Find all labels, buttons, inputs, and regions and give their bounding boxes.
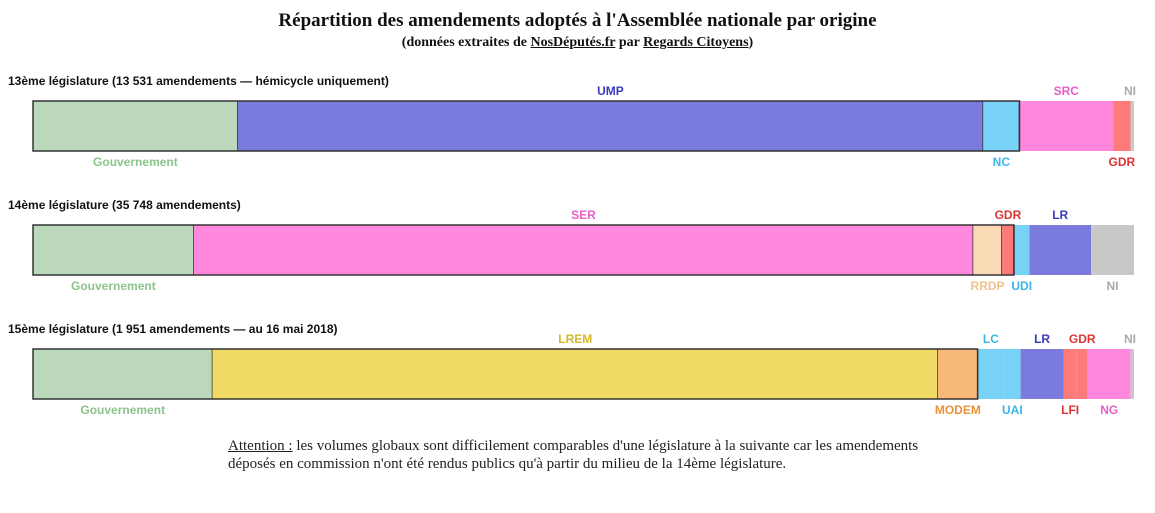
bar-segment-lr [1029, 225, 1092, 275]
bar-segment-gouvernement [33, 349, 213, 399]
segment-label-ni: NI [1124, 84, 1136, 98]
segment-label-ni: NI [1107, 279, 1119, 293]
attention-note: Attention : les volumes globaux sont dif… [228, 437, 948, 473]
bar-label-2: 14ème législature (35 748 amendements) [8, 198, 241, 212]
segment-label-ng: NG [1100, 403, 1118, 417]
bar-segment-ni [1130, 101, 1134, 151]
bar-segment-gouvernement [33, 225, 194, 275]
bar-segment-gdr [1001, 225, 1014, 275]
bar-segment-lc [977, 349, 1005, 399]
segment-label-ump: UMP [597, 84, 624, 98]
segment-label-gdr: GDR [1069, 332, 1096, 346]
bar-outline-2 [32, 224, 1015, 276]
subtitle-mid: par [615, 35, 644, 50]
bar-segment-src [1019, 101, 1114, 151]
segment-label-gdr: GDR [1109, 155, 1136, 169]
segment-label-gouvernement: Gouvernement [93, 155, 178, 169]
bar-outline-3 [32, 348, 979, 400]
segment-label-lr: LR [1052, 208, 1068, 222]
bar-segment-gdr [1076, 349, 1088, 399]
attention-text: les volumes globaux sont difficilement c… [228, 438, 919, 472]
segment-label-lfi: LFI [1061, 403, 1079, 417]
bar-segment-gouvernement [33, 101, 238, 151]
bar-segment-uai [1004, 349, 1021, 399]
nosdeputes-link[interactable]: NosDéputés.fr [530, 35, 616, 50]
segment-label-modem: MODEM [935, 403, 981, 417]
chart-title: Répartition des amendements adoptés à l'… [278, 10, 877, 31]
bar-segment-rrdp [973, 225, 1002, 275]
bar-segment-ni [1091, 225, 1134, 275]
bar-segment-nc [983, 101, 1020, 151]
segment-label-ser: SER [571, 208, 596, 222]
bar-label-1: 13ème législature (13 531 amendements — … [8, 74, 389, 88]
bar-segment-lfi [1063, 349, 1077, 399]
segment-label-uai: UAI [1002, 403, 1023, 417]
bar-segment-modem [938, 349, 978, 399]
segment-label-lr: LR [1034, 332, 1050, 346]
bar-segment-gdr [1113, 101, 1131, 151]
bar-segment-ser [193, 225, 974, 275]
bar-label-3: 15ème législature (1 951 amendements — a… [8, 322, 338, 336]
segment-label-nc: NC [993, 155, 1011, 169]
segment-label-lc: LC [983, 332, 999, 346]
segment-label-src: SRC [1054, 84, 1080, 98]
segment-label-gdr: GDR [995, 208, 1022, 222]
segment-label-rrdp: RRDP [971, 279, 1005, 293]
subtitle-suffix: ) [748, 35, 754, 50]
bar-outline-1 [32, 100, 1021, 152]
bar-segment-udi [1013, 225, 1030, 275]
subtitle-prefix: (données extraites de [401, 35, 531, 50]
regards-citoyens-link[interactable]: Regards Citoyens [643, 35, 749, 50]
segment-label-lrem: LREM [558, 332, 592, 346]
attention-label: Attention : [228, 438, 293, 454]
bar-segment-ni [1130, 349, 1134, 399]
segment-label-udi: UDI [1011, 279, 1032, 293]
segment-label-gouvernement: Gouvernement [80, 403, 165, 417]
bar-segment-lrem [212, 349, 939, 399]
segment-label-gouvernement: Gouvernement [71, 279, 156, 293]
segment-label-ni: NI [1124, 332, 1136, 346]
chart-subtitle: (données extraites de NosDéputés.fr par … [0, 35, 1155, 51]
bar-segment-ump [237, 101, 984, 151]
bar-segment-ng [1087, 349, 1131, 399]
bar-segment-lr [1020, 349, 1064, 399]
